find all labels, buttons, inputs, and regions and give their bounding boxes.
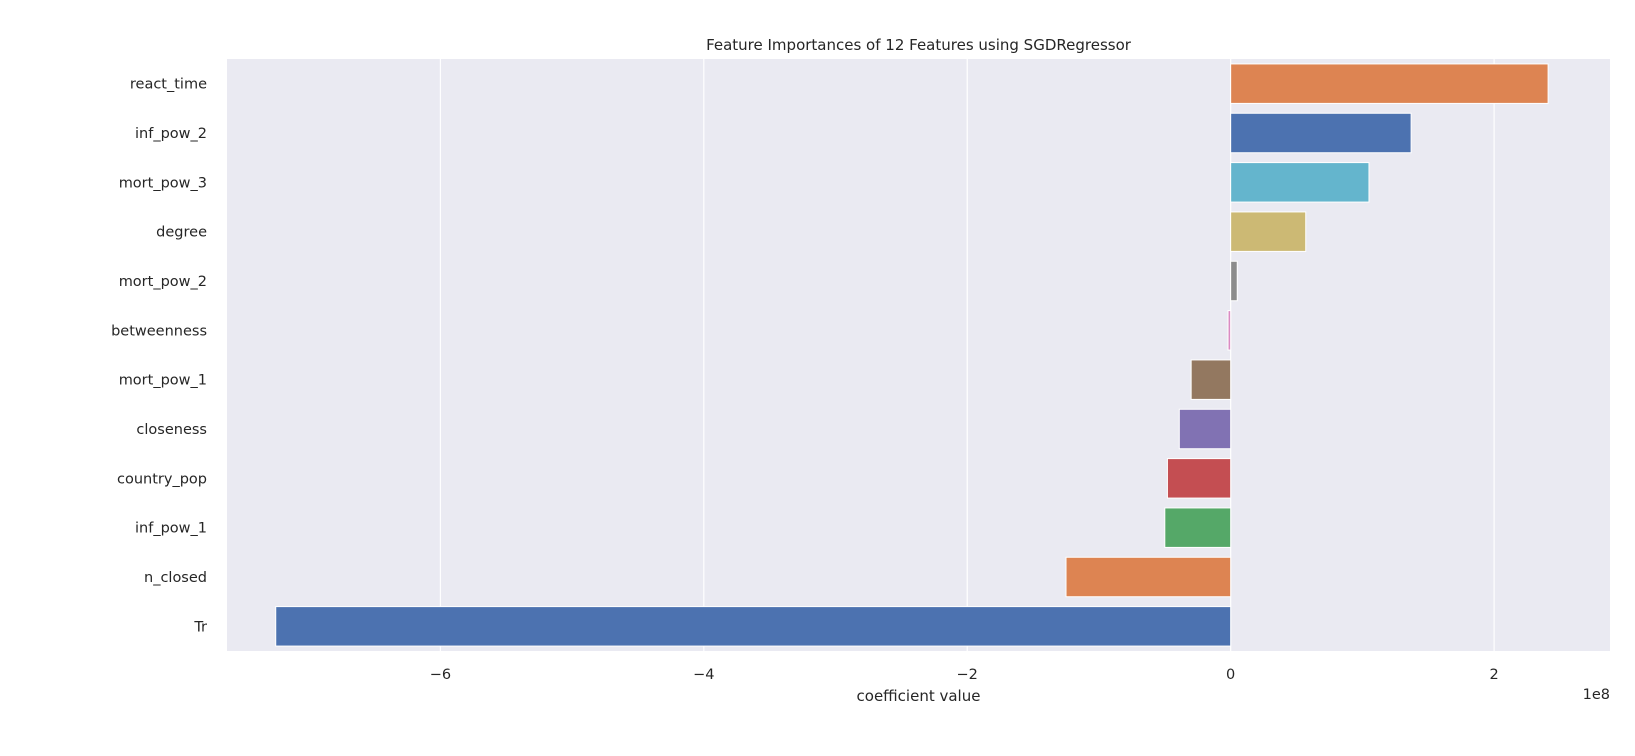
- y-tick-label: react_time: [130, 77, 207, 93]
- grid-lines: [439, 59, 1495, 651]
- bar-mort-pow-3: [1230, 162, 1370, 203]
- x-tick-label: 0: [1226, 667, 1235, 683]
- y-tick-label: Tr: [193, 619, 207, 635]
- y-tick-label: mort_pow_3: [119, 175, 207, 191]
- x-tick-label: 2: [1489, 667, 1498, 683]
- y-tick-label: inf_pow_2: [135, 126, 207, 142]
- y-tick-label: betweenness: [111, 323, 207, 339]
- x-scale-label: 1e8: [1583, 687, 1610, 703]
- x-axis-label: coefficient value: [857, 687, 981, 705]
- bar-react-time: [1230, 63, 1549, 104]
- y-tick-label: degree: [156, 225, 207, 241]
- y-tick-label: mort_pow_1: [119, 373, 207, 389]
- y-tick-label: closeness: [136, 422, 207, 438]
- bar-n-closed: [1065, 556, 1232, 598]
- bar-closeness: [1178, 408, 1232, 450]
- bar-country-pop: [1166, 458, 1232, 499]
- bar-inf-pow-2: [1230, 112, 1412, 154]
- bar-betweenness: [1227, 310, 1232, 351]
- bar-Tr: [275, 606, 1232, 647]
- bars: [275, 63, 1549, 647]
- x-tick-labels: −6 −4 −2 0 2: [430, 667, 1499, 683]
- y-tick-label: inf_pow_1: [135, 521, 207, 537]
- y-tick-label: n_closed: [144, 570, 207, 586]
- x-tick-label: −2: [957, 667, 978, 683]
- bar-inf-pow-1: [1164, 507, 1232, 548]
- y-tick-label: mort_pow_2: [119, 274, 207, 290]
- x-tick-label: −4: [693, 667, 714, 683]
- bar-mort-pow-1: [1190, 359, 1232, 400]
- bar-degree: [1230, 211, 1307, 252]
- y-tick-label: country_pop: [117, 471, 207, 487]
- x-tick-label: −6: [430, 667, 451, 683]
- plot-area: [227, 59, 1610, 651]
- bar-mort-pow-2: [1230, 260, 1238, 302]
- chart-title: Feature Importances of 12 Features using…: [706, 36, 1132, 54]
